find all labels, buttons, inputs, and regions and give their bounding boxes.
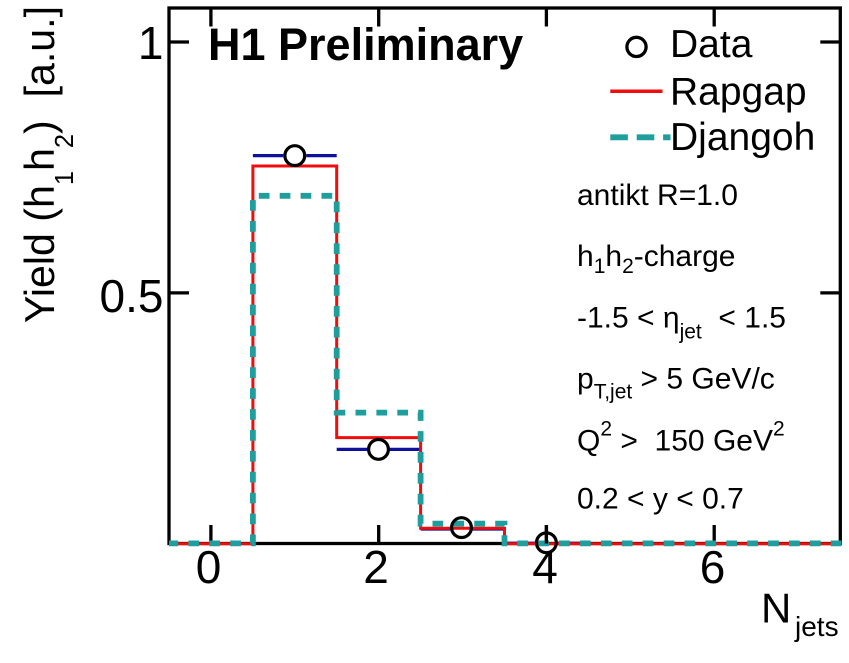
svg-text:Q2 > 150 GeV2: Q2 > 150 GeV2 [577, 418, 785, 458]
svg-text:4: 4 [532, 541, 558, 593]
svg-text:0.5: 0.5 [100, 270, 164, 322]
svg-text:1: 1 [138, 17, 164, 69]
svg-text:antikt R=1.0: antikt R=1.0 [577, 179, 738, 212]
svg-text:Djangoh: Djangoh [670, 116, 815, 159]
svg-text:h1h2-charge: h1h2-charge [577, 240, 735, 278]
svg-text:pT,jet > 5 GeV/c: pT,jet > 5 GeV/c [577, 363, 775, 404]
svg-text:0.2 < y < 0.7: 0.2 < y < 0.7 [577, 482, 744, 515]
svg-text:N: N [761, 584, 791, 631]
svg-text:6: 6 [700, 541, 726, 593]
svg-text:Rapgap: Rapgap [670, 71, 807, 114]
svg-text:0: 0 [196, 541, 222, 593]
svg-text:Data: Data [670, 23, 753, 66]
svg-text:2: 2 [363, 541, 389, 593]
svg-text:jets: jets [794, 611, 839, 642]
svg-text:H1 Preliminary: H1 Preliminary [208, 19, 523, 70]
